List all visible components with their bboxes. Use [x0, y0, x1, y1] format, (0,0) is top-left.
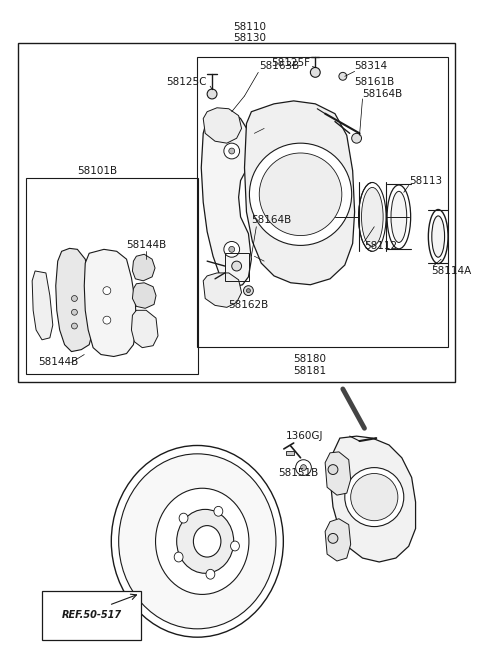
Polygon shape — [32, 271, 53, 340]
Text: 1360GJ: 1360GJ — [286, 431, 324, 441]
Circle shape — [300, 464, 306, 470]
Circle shape — [103, 287, 111, 295]
Text: 58114A: 58114A — [432, 266, 471, 276]
Circle shape — [72, 309, 77, 315]
Bar — [197, 56, 448, 346]
Text: 58125C: 58125C — [167, 77, 207, 87]
Polygon shape — [203, 108, 241, 143]
Ellipse shape — [387, 185, 411, 249]
Ellipse shape — [359, 183, 386, 252]
Text: 58125F: 58125F — [271, 58, 311, 67]
Text: 58101B: 58101B — [77, 166, 118, 176]
Ellipse shape — [119, 454, 276, 629]
Text: 58163B: 58163B — [259, 62, 300, 71]
Circle shape — [232, 261, 241, 271]
Circle shape — [259, 153, 342, 236]
Ellipse shape — [179, 514, 188, 523]
Circle shape — [328, 464, 338, 474]
Text: 58144B: 58144B — [38, 358, 78, 367]
Ellipse shape — [193, 525, 221, 557]
Polygon shape — [132, 254, 155, 281]
Ellipse shape — [156, 488, 249, 595]
Circle shape — [103, 316, 111, 324]
Polygon shape — [132, 283, 156, 309]
Text: 58144B: 58144B — [126, 240, 167, 250]
Text: 58181: 58181 — [294, 366, 327, 376]
Ellipse shape — [361, 187, 383, 246]
Circle shape — [207, 89, 217, 99]
Circle shape — [72, 323, 77, 329]
Circle shape — [72, 295, 77, 301]
Text: 58151B: 58151B — [278, 468, 318, 477]
Ellipse shape — [391, 191, 407, 242]
Polygon shape — [201, 112, 252, 287]
Text: 58162B: 58162B — [228, 301, 269, 310]
Ellipse shape — [111, 445, 283, 637]
Polygon shape — [203, 273, 241, 307]
Ellipse shape — [214, 506, 223, 516]
Ellipse shape — [174, 552, 183, 562]
Text: 58110: 58110 — [233, 22, 266, 32]
Circle shape — [229, 148, 235, 154]
Circle shape — [328, 533, 338, 543]
Ellipse shape — [206, 569, 215, 579]
Circle shape — [224, 242, 240, 257]
Text: 58180: 58180 — [294, 354, 327, 364]
Polygon shape — [325, 519, 351, 561]
Polygon shape — [132, 310, 158, 348]
Text: 58130: 58130 — [233, 33, 266, 43]
Circle shape — [351, 474, 398, 521]
Circle shape — [250, 143, 352, 246]
Ellipse shape — [428, 210, 448, 263]
Polygon shape — [84, 250, 136, 356]
Text: 58164B: 58164B — [362, 89, 403, 99]
Polygon shape — [244, 101, 355, 285]
Polygon shape — [325, 452, 351, 495]
Text: 58113: 58113 — [408, 176, 442, 185]
Circle shape — [339, 73, 347, 81]
Circle shape — [311, 67, 320, 77]
Polygon shape — [330, 436, 416, 562]
Bar — [26, 178, 198, 374]
Text: 58164B: 58164B — [252, 215, 292, 225]
Circle shape — [345, 468, 404, 527]
Bar — [286, 451, 294, 455]
Circle shape — [243, 286, 253, 295]
Ellipse shape — [230, 541, 240, 551]
Circle shape — [229, 246, 235, 252]
Text: REF.50-517: REF.50-517 — [61, 610, 122, 620]
Bar — [225, 253, 250, 281]
Circle shape — [246, 289, 251, 293]
Circle shape — [352, 134, 361, 143]
Ellipse shape — [177, 510, 234, 573]
Text: 58161B: 58161B — [355, 77, 395, 87]
Ellipse shape — [432, 216, 444, 257]
Circle shape — [296, 460, 312, 476]
Text: 58314: 58314 — [355, 62, 388, 71]
Circle shape — [224, 143, 240, 159]
Text: 58112: 58112 — [364, 242, 397, 252]
Bar — [18, 43, 455, 382]
Polygon shape — [56, 248, 93, 352]
